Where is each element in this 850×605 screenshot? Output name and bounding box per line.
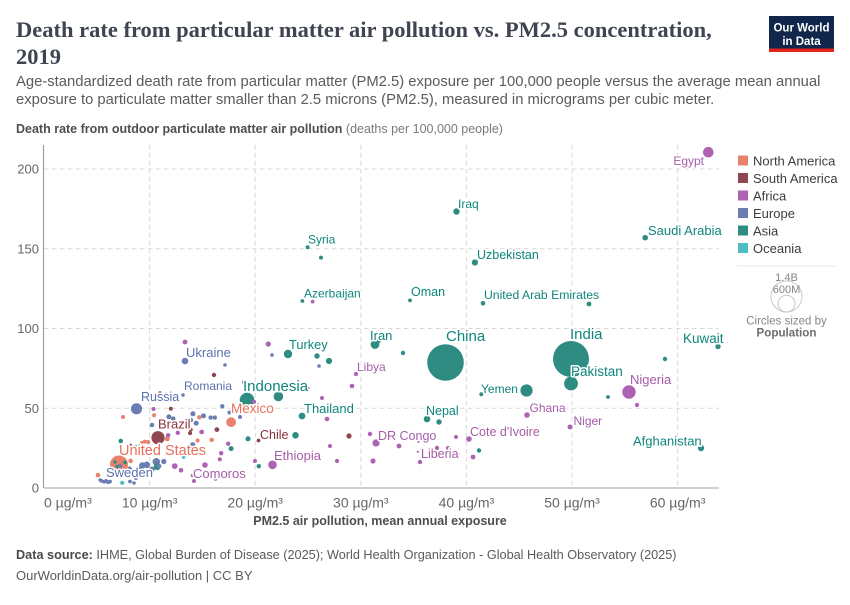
svg-text:Our World: Our World	[773, 23, 829, 35]
svg-text:Egypt: Egypt	[673, 154, 704, 168]
svg-text:Comoros: Comoros	[193, 466, 246, 481]
svg-text:Africa: Africa	[753, 189, 787, 204]
svg-text:Europe: Europe	[753, 206, 795, 221]
svg-text:Data source: IHME, Global Burd: Data source: IHME, Global Burden of Dise…	[16, 548, 677, 562]
svg-text:Asia: Asia	[753, 224, 779, 239]
svg-text:exposure to particulate matter: exposure to particulate matter smaller t…	[16, 92, 714, 108]
svg-text:Uzbekistan: Uzbekistan	[477, 248, 539, 262]
svg-text:Turkey: Turkey	[289, 337, 328, 352]
svg-text:Kuwait: Kuwait	[683, 331, 724, 346]
svg-text:50: 50	[25, 401, 39, 416]
svg-text:60 µg/m³: 60 µg/m³	[650, 495, 706, 511]
svg-text:Pakistan: Pakistan	[571, 364, 623, 379]
svg-text:Libya: Libya	[357, 360, 386, 374]
svg-text:United States: United States	[119, 443, 206, 459]
svg-text:100: 100	[17, 321, 39, 336]
svg-text:50 µg/m³: 50 µg/m³	[544, 495, 600, 511]
svg-text:Liberia: Liberia	[421, 447, 459, 461]
svg-text:Russia: Russia	[141, 390, 179, 404]
svg-text:Nepal: Nepal	[426, 404, 459, 418]
svg-text:200: 200	[17, 162, 39, 177]
svg-text:Death rate from outdoor partic: Death rate from outdoor particulate matt…	[16, 122, 503, 136]
svg-text:Thailand: Thailand	[304, 401, 354, 416]
svg-text:600M: 600M	[773, 284, 801, 296]
svg-text:PM2.5 air pollution, mean annu: PM2.5 air pollution, mean annual exposur…	[253, 514, 507, 528]
svg-text:Population: Population	[757, 327, 817, 340]
svg-text:Death rate from particular mat: Death rate from particular matter air po…	[16, 17, 712, 42]
svg-text:OurWorldinData.org/air-polluti: OurWorldinData.org/air-pollution | CC BY	[16, 568, 253, 583]
svg-text:India: India	[570, 326, 603, 343]
svg-text:Saudi Arabia: Saudi Arabia	[648, 223, 722, 238]
svg-text:Cote d'Ivoire: Cote d'Ivoire	[470, 425, 540, 439]
svg-text:Iraq: Iraq	[458, 197, 479, 211]
svg-text:Ghana: Ghana	[530, 401, 566, 415]
svg-text:South America: South America	[753, 171, 838, 186]
svg-text:0: 0	[32, 481, 39, 496]
svg-text:China: China	[446, 328, 486, 345]
svg-text:Sweden: Sweden	[106, 465, 153, 480]
svg-text:Nigeria: Nigeria	[630, 372, 672, 387]
svg-text:Romania: Romania	[184, 379, 232, 393]
svg-text:20 µg/m³: 20 µg/m³	[227, 495, 283, 511]
svg-text:Syria: Syria	[308, 233, 336, 247]
svg-text:DR Congo: DR Congo	[378, 429, 436, 443]
svg-text:10 µg/m³: 10 µg/m³	[122, 495, 178, 511]
svg-text:2019: 2019	[16, 44, 61, 69]
svg-text:Azerbaijan: Azerbaijan	[304, 287, 361, 301]
svg-text:United Arab Emirates: United Arab Emirates	[484, 288, 599, 302]
svg-text:in Data: in Data	[782, 36, 821, 48]
svg-text:Niger: Niger	[574, 414, 603, 428]
svg-text:Iran: Iran	[370, 328, 392, 343]
svg-text:Circles sized by: Circles sized by	[746, 316, 827, 328]
svg-text:Ethiopia: Ethiopia	[274, 448, 322, 463]
svg-text:30 µg/m³: 30 µg/m³	[333, 495, 389, 511]
svg-text:Yemen: Yemen	[481, 382, 518, 396]
svg-text:40 µg/m³: 40 µg/m³	[439, 495, 495, 511]
svg-text:Indonesia: Indonesia	[243, 378, 309, 395]
svg-text:Ukraine: Ukraine	[186, 345, 231, 360]
svg-text:Mexico: Mexico	[231, 401, 274, 416]
svg-text:Age-standardized death rate fr: Age-standardized death rate from particu…	[16, 74, 820, 90]
svg-text:Oman: Oman	[411, 285, 445, 299]
svg-text:Afghanistan: Afghanistan	[633, 434, 702, 449]
svg-text:150: 150	[17, 241, 39, 256]
svg-text:Brazil: Brazil	[158, 417, 191, 432]
svg-text:1.4B: 1.4B	[775, 272, 798, 284]
svg-text:North America: North America	[753, 154, 836, 169]
svg-text:Oceania: Oceania	[753, 241, 802, 256]
svg-text:0 µg/m³: 0 µg/m³	[44, 495, 92, 511]
svg-text:Chile: Chile	[260, 428, 289, 442]
